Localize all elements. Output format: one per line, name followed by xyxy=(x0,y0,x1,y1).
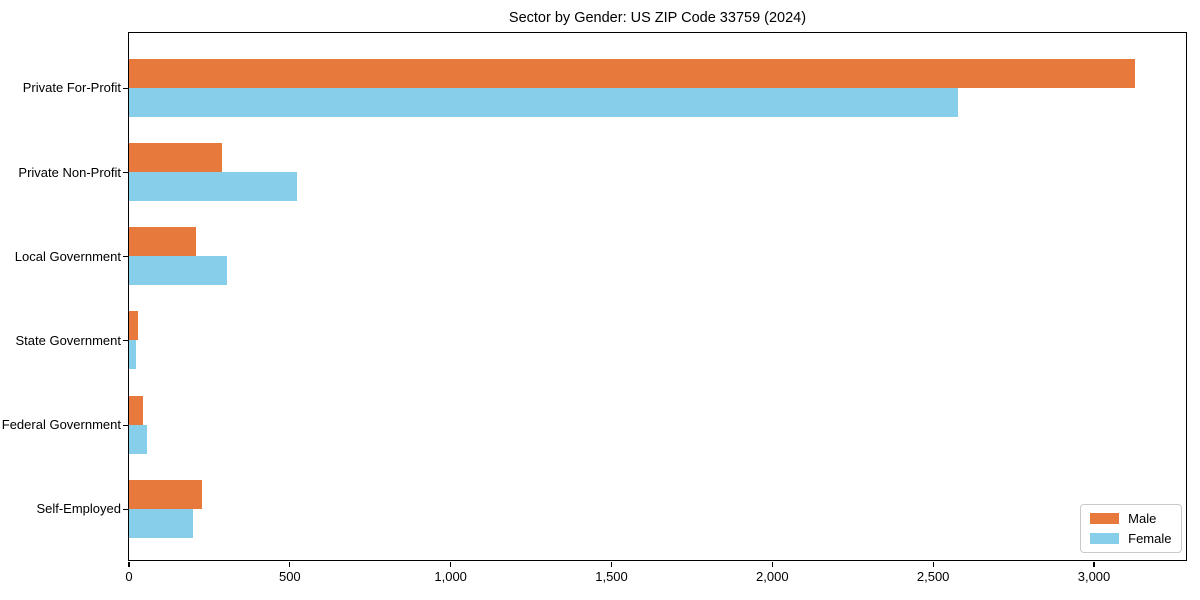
bar-male-4 xyxy=(128,311,138,341)
plot-area: Male Female xyxy=(127,31,1187,561)
y-tick-label: Private For-Profit xyxy=(22,80,121,96)
bar-female-6 xyxy=(128,508,193,538)
legend-label-female: Female xyxy=(1128,530,1172,546)
x-tick-mark xyxy=(450,561,452,567)
bar-male-5 xyxy=(128,395,143,425)
bar-female-4 xyxy=(128,340,137,370)
bar-male-6 xyxy=(128,479,202,509)
x-tick-label: 2,500 xyxy=(916,569,950,584)
x-tick-mark xyxy=(771,561,773,567)
y-tick-mark xyxy=(122,87,128,89)
bar-male-3 xyxy=(128,227,197,257)
y-tick-label: State Government xyxy=(15,332,122,348)
y-tick-mark xyxy=(122,340,128,342)
x-tick-label: 1,000 xyxy=(434,569,467,584)
legend-label-male: Male xyxy=(1128,510,1157,526)
y-tick-label: Private Non-Profit xyxy=(18,164,121,180)
x-tick-mark xyxy=(128,561,130,567)
x-tick-label: 0 xyxy=(125,569,133,584)
legend-entry-male: Male xyxy=(1090,512,1171,525)
bar-female-1 xyxy=(128,87,959,117)
x-tick-label: 2,000 xyxy=(756,569,789,584)
x-tick-label: 500 xyxy=(278,569,301,584)
x-tick-mark xyxy=(610,561,613,567)
x-tick-mark xyxy=(932,561,934,567)
y-tick-label: Self-Employed xyxy=(36,501,121,517)
y-tick-mark xyxy=(122,256,128,258)
legend-entry-female: Female xyxy=(1090,530,1172,546)
x-tick-mark xyxy=(1093,561,1095,567)
x-tick-mark xyxy=(289,561,291,567)
x-tick-label: 3,000 xyxy=(1077,569,1111,584)
bar-female-5 xyxy=(128,424,147,454)
bar-female-2 xyxy=(128,172,298,201)
legend-swatch-male xyxy=(1090,512,1120,524)
y-tick-mark xyxy=(122,424,128,426)
legend: Male Female xyxy=(1080,503,1182,553)
legend-swatch-female xyxy=(1090,532,1120,544)
y-tick-label: Federal Government xyxy=(1,417,121,433)
bar-male-1 xyxy=(128,58,1136,88)
x-tick-label: 1,500 xyxy=(595,569,628,584)
chart-title: Sector by Gender: US ZIP Code 33759 (202… xyxy=(508,10,807,26)
y-tick-mark xyxy=(122,171,128,174)
y-tick-label: Local Government xyxy=(14,248,121,264)
bar-male-2 xyxy=(128,143,222,172)
y-tick-mark xyxy=(122,508,128,510)
bar-female-3 xyxy=(128,256,227,286)
